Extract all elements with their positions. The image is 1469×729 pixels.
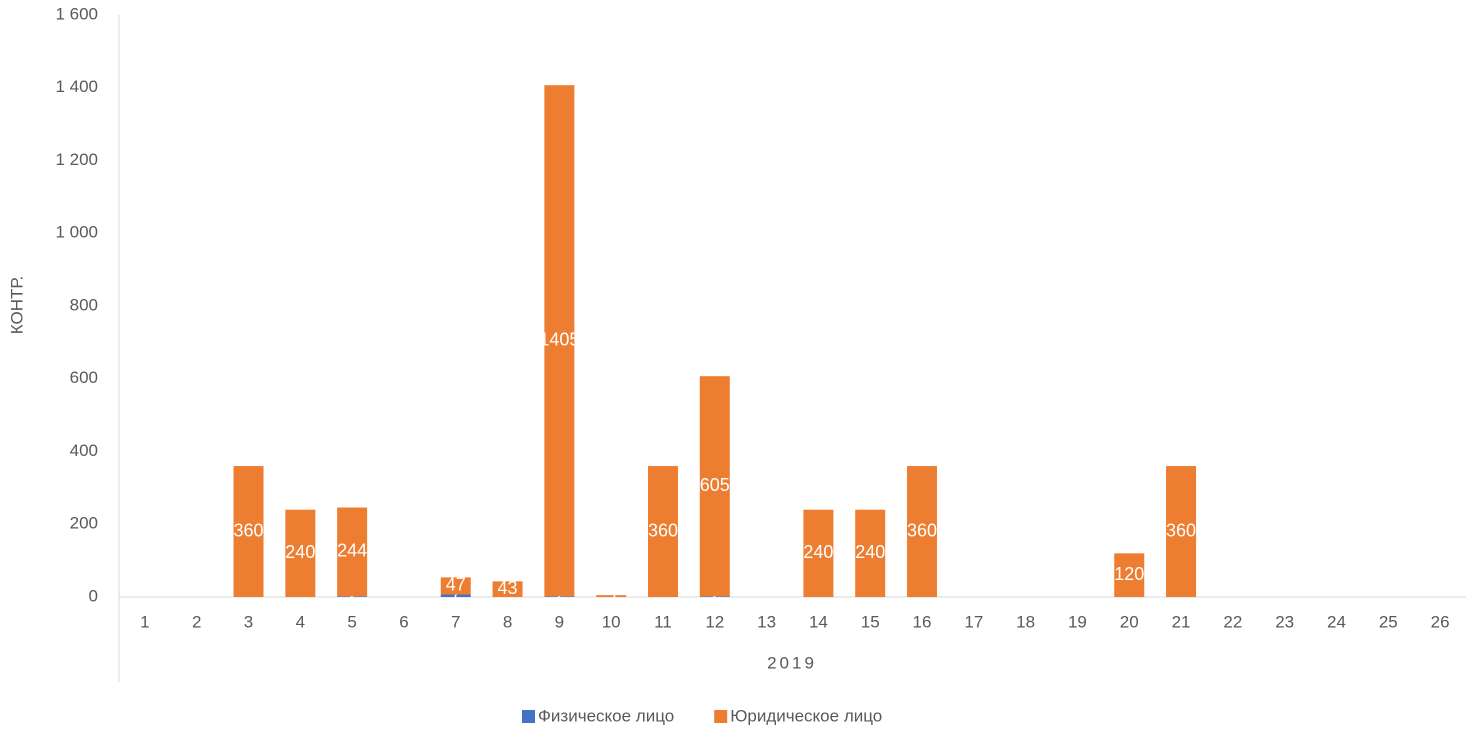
x-tick-label: 23 [1275,612,1294,631]
x-tick-label: 19 [1068,612,1087,631]
bar-segment [596,595,627,597]
x-tick-label: 18 [1016,612,1035,631]
x-tick-label: 17 [964,612,983,631]
bar-segment [544,596,575,597]
x-tick-label: 21 [1172,612,1191,631]
bar-segment [647,466,678,597]
y-tick-label: 200 [70,514,98,533]
bar-segment [699,376,730,597]
x-tick-label: 4 [296,612,305,631]
y-tick-label: 0 [89,586,98,605]
y-tick-label: 1 400 [55,77,98,96]
x-tick-label: 2 [192,612,201,631]
x-tick-label: 15 [861,612,880,631]
y-tick-label: 1 000 [55,223,98,242]
data-label: 244 [337,541,367,561]
x-tick-label: 20 [1120,612,1139,631]
x-tick-label: 6 [399,612,408,631]
bar-segment [492,581,523,597]
y-tick-label: 400 [70,441,98,460]
data-label: 360 [648,520,678,540]
bar-segment [337,507,368,597]
bar-segment [1166,466,1197,597]
data-label: 605 [700,475,730,495]
data-label: 7 [451,584,461,604]
bar-segment [440,577,471,595]
x-tick-label: 12 [705,612,724,631]
bar-segment [1114,553,1145,597]
x-tick-label: 26 [1431,612,1450,631]
bar-segment [544,85,575,597]
data-label: 360 [233,520,263,540]
legend-swatch [714,710,728,723]
bar-segment [285,509,316,597]
x-tick-label: 25 [1379,612,1398,631]
legend-label: Физическое лицо [538,706,674,725]
y-tick-label: 600 [70,368,98,387]
x-tick-label: 3 [244,612,253,631]
x-tick-label: 11 [654,612,672,631]
bar-segment [337,596,368,597]
y-axis-title: КОНТР. [7,276,26,334]
data-label: 120 [1114,564,1144,584]
data-label: 5 [606,585,616,605]
legend-label: Юридическое лицо [730,706,882,725]
bar-segment [233,466,264,597]
x-tick-label: 7 [451,612,460,631]
legend-swatch [522,710,535,723]
x-tick-label: 10 [602,612,621,631]
x-tick-label: 1 [140,612,149,631]
data-label: 43 [498,578,518,598]
data-label: 240 [803,542,833,562]
x-tick-label: 13 [757,612,776,631]
data-label: 240 [855,542,885,562]
x-tick-label: 22 [1223,612,1242,631]
bar-segment [699,596,730,597]
bar-segment [440,594,471,597]
data-label: 240 [285,542,315,562]
y-tick-label: 800 [70,295,98,314]
data-label: 360 [907,520,937,540]
x-tick-label: 14 [809,612,828,631]
y-tick-label: 1 600 [55,4,98,23]
x-tick-label: 8 [503,612,512,631]
x-tick-label: 16 [913,612,932,631]
y-tick-label: 1 200 [55,150,98,169]
x-tick-label: 5 [347,612,356,631]
data-label: 360 [1166,520,1196,540]
data-label: 1405 [539,329,579,349]
bar-segment [855,509,886,597]
bar-segment [907,466,938,597]
group-label: 2019 [767,653,817,672]
x-tick-label: 24 [1327,612,1346,631]
data-label: 47 [446,575,466,595]
bar-segment [803,509,834,597]
x-tick-label: 9 [555,612,564,631]
